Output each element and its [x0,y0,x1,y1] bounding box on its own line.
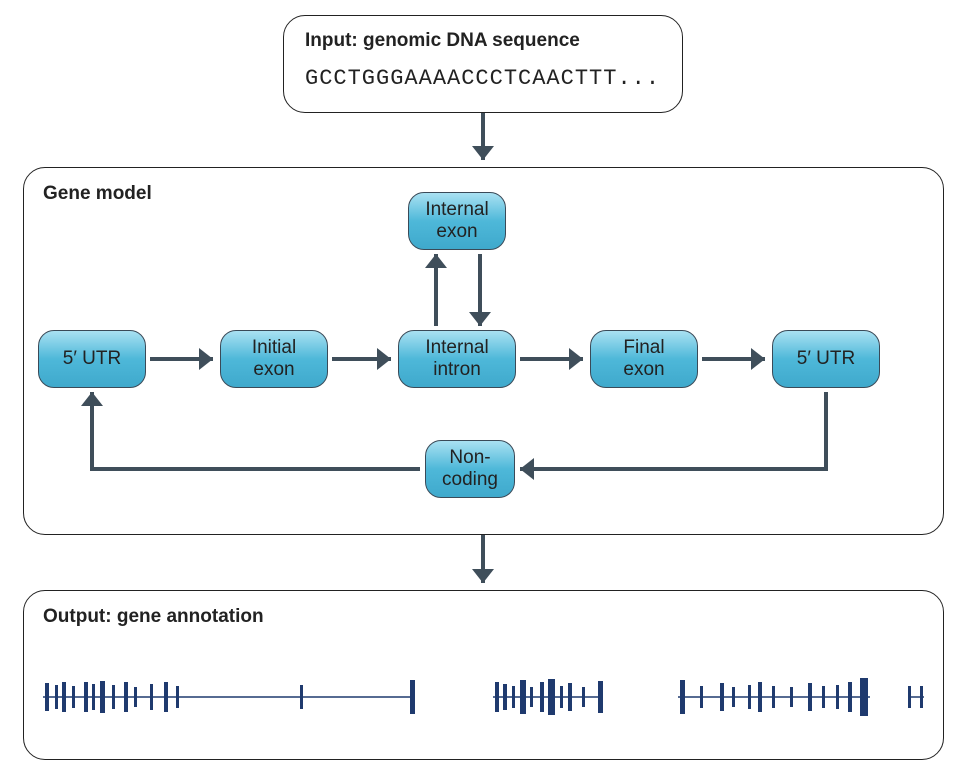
node-internal-exon: Internalexon [408,192,506,250]
node-utr5-right: 5′ UTR [772,330,880,388]
output-panel-title: Output: gene annotation [43,606,264,628]
node-noncoding: Non-coding [425,440,515,498]
node-initial-exon: Initialexon [220,330,328,388]
node-internal-intron: Internalintron [398,330,516,388]
node-final-exon: Finalexon [590,330,698,388]
input-panel-title: Input: genomic DNA sequence [305,30,580,52]
node-utr5-left: 5′ UTR [38,330,146,388]
input-sequence-text: GCCTGGGAAAACCCTCAACTTT... [305,66,660,91]
gene-model-title: Gene model [43,183,152,205]
diagram-canvas: Input: genomic DNA sequence GCCTGGGAAAAC… [0,0,967,784]
